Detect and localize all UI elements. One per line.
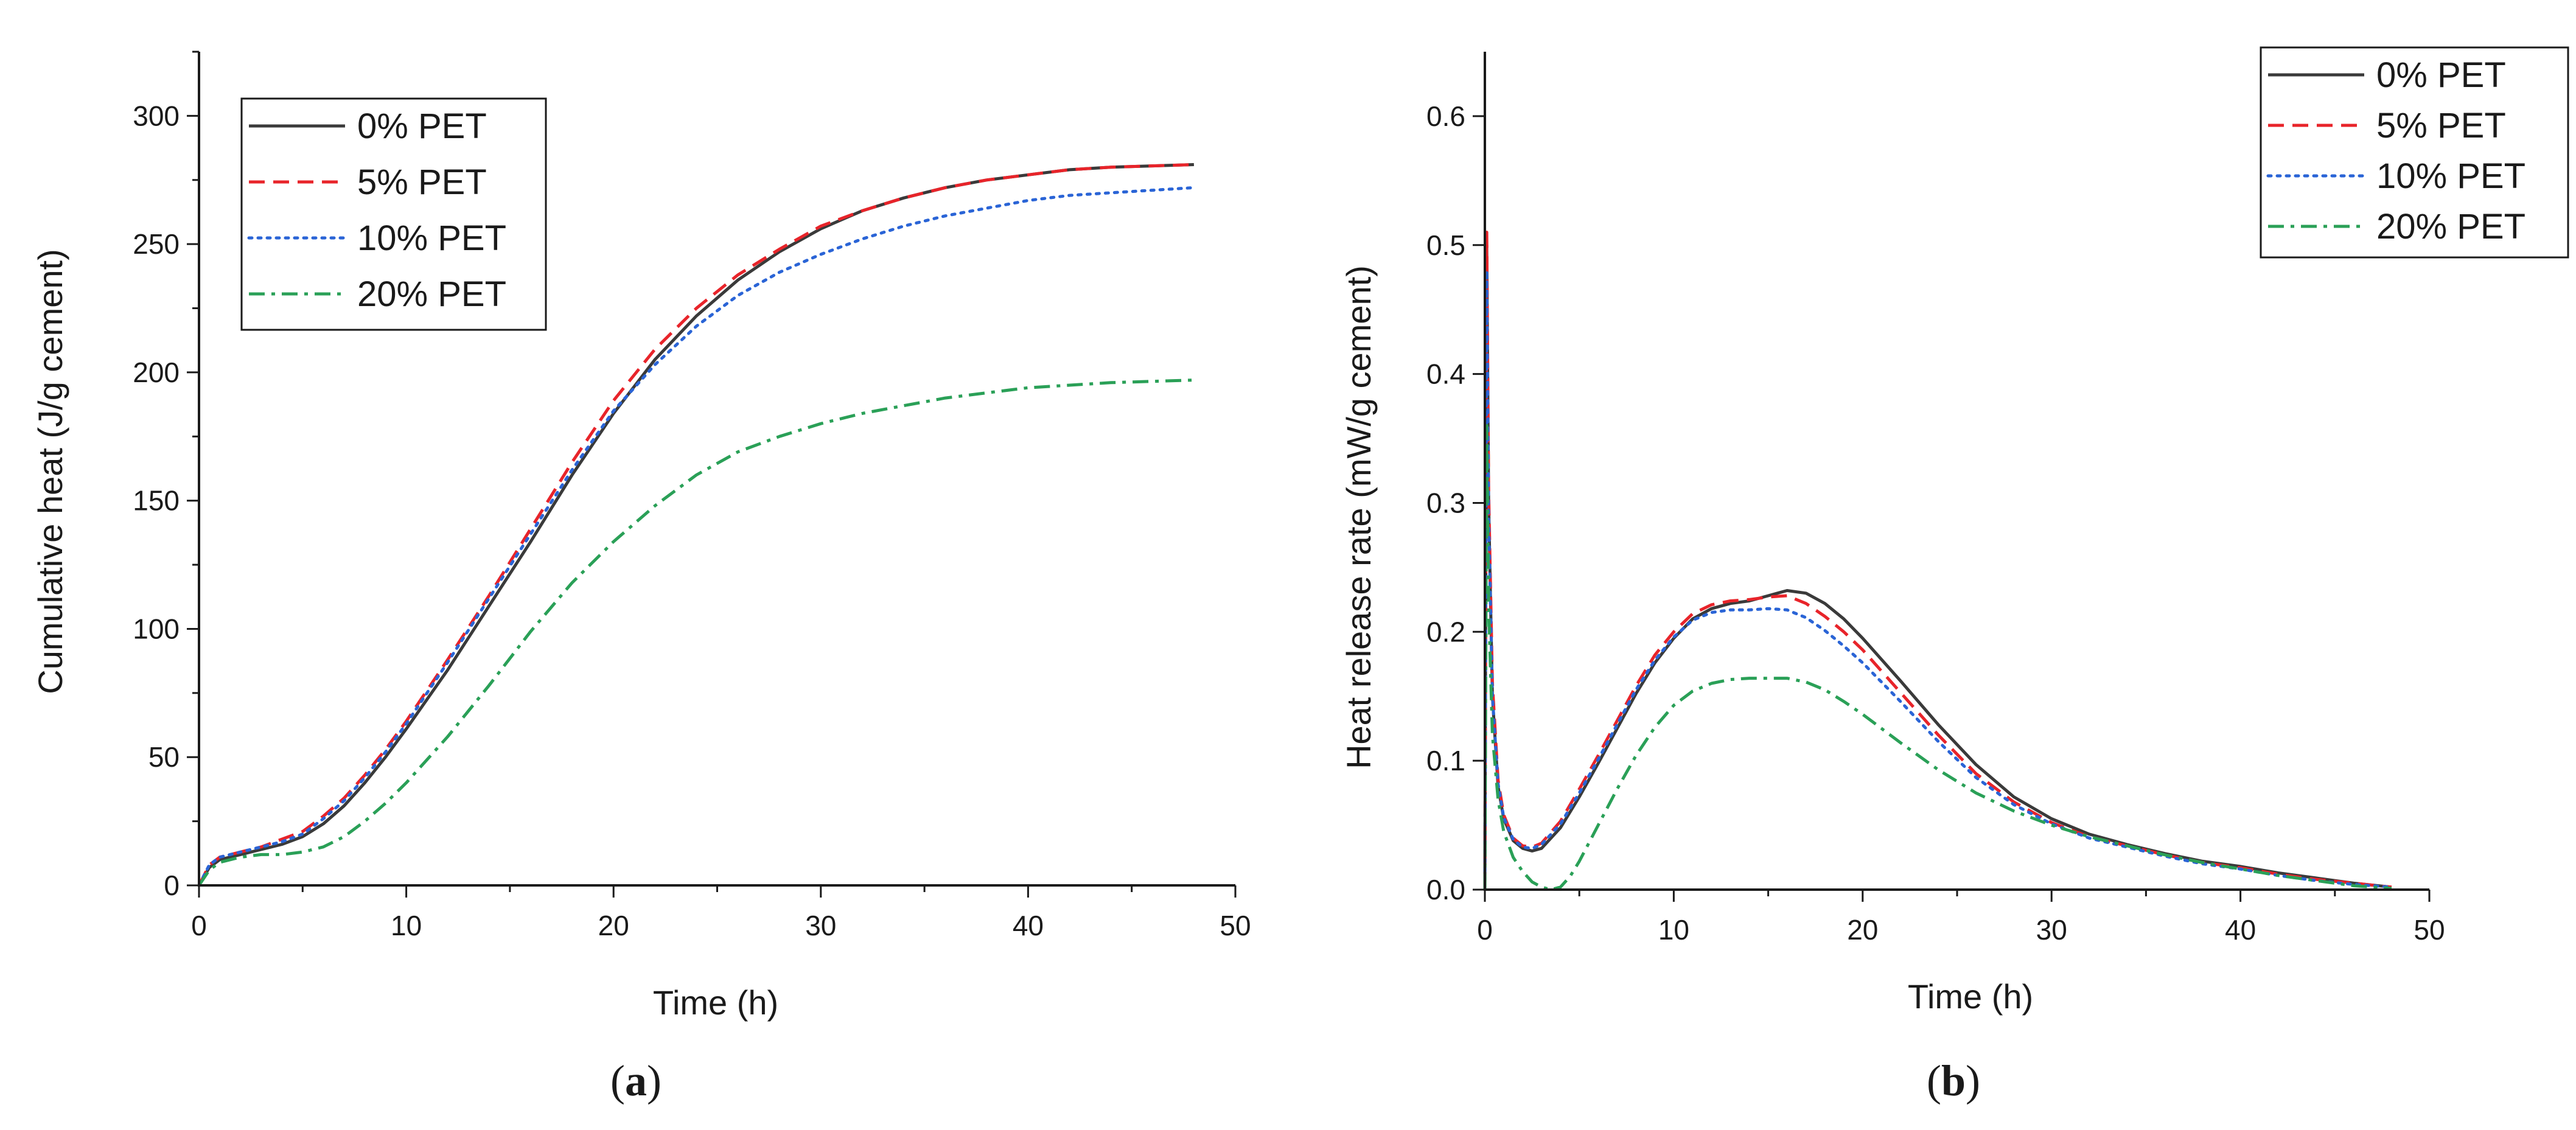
x-tick-label: 30 — [2036, 914, 2067, 946]
legend-label: 0% PET — [2376, 55, 2506, 95]
x-tick-label: 30 — [805, 910, 836, 941]
x-tick-label: 50 — [2414, 914, 2445, 946]
legend-a: 0% PET 5% PET 10% PET 20% PET — [240, 97, 547, 331]
x-tick-label: 40 — [2225, 914, 2256, 946]
y-tick-label: 0.0 — [1426, 874, 1465, 905]
y-axis-title-b: Heat release rate (mW/g cement) — [1339, 265, 1378, 769]
legend-label: 5% PET — [357, 162, 487, 202]
y-tick-label: 100 — [133, 613, 180, 644]
panel-label-a: (a) — [610, 1056, 661, 1105]
y-tick-label: 0.3 — [1426, 487, 1465, 518]
y-tick-label: 0.1 — [1426, 745, 1465, 776]
x-tick-label: 50 — [1220, 910, 1251, 941]
y-tick-label: 0.2 — [1426, 616, 1465, 647]
x-tick-label: 20 — [598, 910, 629, 941]
legend-box — [2260, 46, 2569, 259]
y-tick-label: 150 — [133, 485, 180, 517]
x-tick-label: 0 — [191, 910, 207, 941]
x-axis-title-a: Time (h) — [653, 983, 778, 1022]
x-axis-title-b: Time (h) — [1908, 977, 2033, 1016]
x-tick-label: 20 — [1847, 914, 1878, 946]
y-tick-label: 0.4 — [1426, 358, 1465, 390]
y-tick-label: 200 — [133, 357, 180, 388]
y-tick-label: 0.6 — [1426, 100, 1465, 132]
panel-label-a-letter: a — [625, 1056, 647, 1105]
series-line-3 — [197, 186, 1196, 887]
legend-label: 0% PET — [357, 106, 487, 146]
y-tick-label: 300 — [133, 100, 180, 131]
y-axis-title-a: Cumulative heat (J/g cement) — [31, 249, 69, 694]
series-line-4 — [197, 378, 1194, 887]
y-tick-label: 50 — [148, 741, 180, 773]
legend-b: 0% PET 5% PET 10% PET 20% PET — [2260, 46, 2569, 259]
chart-panel-b: 0 10 20 30 40 50 0.0 0.1 0.2 0.3 0.4 0.5 0.6 0% PET 5… — [1339, 46, 2569, 1105]
legend-label: 20% PET — [357, 274, 506, 314]
chart-panel-a: 0 10 20 30 40 50 0 50 100 150 200 250 300 0% PET 5% P… — [31, 51, 1251, 1105]
x-tick-label: 10 — [1658, 914, 1689, 946]
legend-box — [240, 97, 547, 331]
legend-label: 20% PET — [2376, 207, 2525, 246]
x-tick-label: 0 — [1477, 914, 1493, 946]
series-line-4 — [1483, 424, 2392, 891]
legend-label: 10% PET — [357, 218, 506, 258]
legend-label: 10% PET — [2376, 156, 2525, 196]
x-tick-label: 10 — [391, 910, 422, 941]
series-line-2 — [197, 163, 1194, 887]
y-tick-label: 0 — [164, 870, 180, 901]
panel-label-b-letter: b — [1941, 1056, 1966, 1105]
x-tick-label: 40 — [1013, 910, 1044, 941]
panel-label-b: (b) — [1927, 1056, 1980, 1105]
y-tick-label: 0.5 — [1426, 229, 1465, 261]
legend-label: 5% PET — [2376, 106, 2506, 145]
y-tick-label: 250 — [133, 228, 180, 260]
